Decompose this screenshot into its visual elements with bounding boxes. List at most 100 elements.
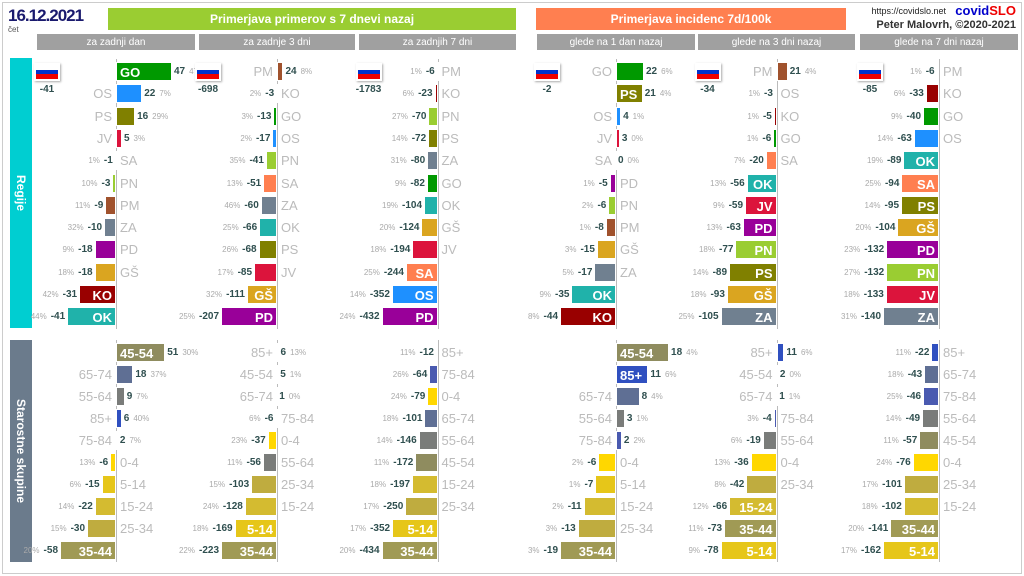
bar-55-64 — [262, 453, 277, 472]
category-label: 15-24 — [120, 499, 154, 514]
value-label: -207 — [198, 311, 219, 323]
percent-label: 5% — [562, 267, 574, 277]
percent-label: 17% — [217, 267, 234, 277]
category-label: 5-14 — [407, 522, 434, 537]
value-label: -89 — [886, 155, 902, 167]
value-label: 11 — [786, 347, 797, 358]
percent-label: 1% — [88, 156, 100, 166]
bar-PS — [428, 128, 438, 148]
percent-label: 3% — [241, 111, 254, 121]
category-label: SA — [916, 176, 935, 192]
category-label: PS — [917, 198, 935, 214]
category-label: 35-44 — [739, 522, 773, 537]
category-label: KO — [592, 310, 613, 326]
value-label: 5 — [280, 369, 286, 380]
section-ages-text: Starostne skupine — [14, 398, 28, 504]
bar-GŠ — [596, 240, 616, 260]
value-label: -432 — [359, 311, 380, 323]
bar-OS — [913, 128, 939, 148]
percent-label: 18% — [843, 290, 860, 299]
zero-axis — [277, 340, 278, 562]
value-label: -133 — [863, 289, 884, 300]
category-label: 15-24 — [441, 477, 475, 492]
value-label: -3 — [101, 177, 111, 189]
category-label: PS — [94, 108, 112, 124]
category-label: GŠ — [620, 242, 639, 258]
category-label: OK — [281, 220, 300, 236]
percent-label: 14% — [58, 502, 75, 511]
bar-15-24 — [583, 497, 616, 516]
bar-ZA — [260, 195, 277, 215]
value-label: -6 — [762, 132, 772, 144]
bar-PS — [258, 240, 277, 260]
category-label: PS — [281, 242, 299, 258]
value-label: -3 — [265, 88, 275, 100]
percent-label: 9% — [62, 245, 75, 255]
category-label: OK — [592, 288, 613, 303]
bar-SA — [765, 151, 777, 171]
bar-GŠ — [421, 218, 438, 238]
value-label: -31 — [62, 289, 78, 300]
bar-35-44: 35-44 — [560, 541, 616, 560]
value-label: -59 — [728, 199, 744, 211]
section-label-ages: Starostne skupine — [10, 340, 32, 562]
percent-label: 14% — [877, 133, 894, 143]
zero-axis — [939, 59, 940, 329]
percent-label: 10% — [81, 178, 98, 188]
category-label: 55-64 — [281, 455, 315, 470]
percent-label: 29% — [152, 111, 169, 121]
value-label: -434 — [359, 545, 380, 556]
value-label: -223 — [198, 545, 219, 556]
category-label: GO — [943, 108, 964, 124]
bar-PS: PS — [616, 84, 643, 104]
bar-55-64 — [922, 409, 939, 428]
bar-0-4 — [427, 387, 438, 406]
value-label: -56 — [730, 177, 745, 189]
category-label: KO — [281, 86, 300, 102]
value-label: -197 — [390, 479, 411, 490]
value-label: 4 — [623, 110, 629, 122]
percent-label: 17% — [840, 546, 857, 555]
category-label: OS — [93, 86, 112, 102]
percent-label: 13% — [226, 178, 243, 188]
value-label: -162 — [860, 545, 881, 556]
category-label: 5-14 — [908, 544, 935, 559]
bar-OS: OS — [391, 285, 438, 304]
value-label: -63 — [897, 132, 912, 144]
value-label: -6 — [925, 66, 935, 77]
percent-label: 42% — [42, 290, 59, 299]
category-label: 75-84 — [281, 411, 315, 426]
percent-label: 32% — [206, 290, 223, 299]
bar-PD — [609, 173, 616, 193]
percent-label: 8% — [527, 312, 540, 322]
bar-ZA — [104, 218, 116, 238]
value-label: -13 — [561, 523, 576, 534]
value-label: -49 — [905, 413, 921, 424]
percent-label: 0% — [789, 370, 802, 379]
value-label: -57 — [902, 435, 918, 446]
bar-SA: SA — [405, 262, 438, 282]
percent-label: 11% — [883, 436, 899, 445]
percent-label: 44% — [30, 312, 47, 322]
value-label: -43 — [907, 369, 923, 380]
group-banner-cases: Primerjava primerov s 7 dnevi nazaj — [108, 8, 516, 30]
value-label: 2 — [779, 369, 786, 380]
category-label: SA — [594, 153, 612, 169]
value-label: -46 — [906, 391, 922, 402]
percent-label: 6% — [69, 480, 82, 489]
category-label: 85+ — [620, 368, 643, 383]
category-label: 0-4 — [120, 455, 139, 470]
value-label: -140 — [860, 311, 881, 323]
value-label: -42 — [729, 479, 745, 490]
percent-label: 12% — [692, 502, 709, 511]
bar-PM — [936, 62, 939, 81]
value-label: -141 — [868, 523, 889, 534]
value-label: -77 — [718, 244, 734, 256]
value-label: -124 — [399, 222, 420, 234]
site-url[interactable]: https://covidslo.net — [871, 6, 946, 16]
value-label: -95 — [884, 199, 899, 211]
value-label: -104 — [875, 222, 896, 234]
zero-axis — [437, 340, 439, 562]
category-label: GO — [591, 64, 612, 79]
value-label: -132 — [864, 266, 885, 278]
